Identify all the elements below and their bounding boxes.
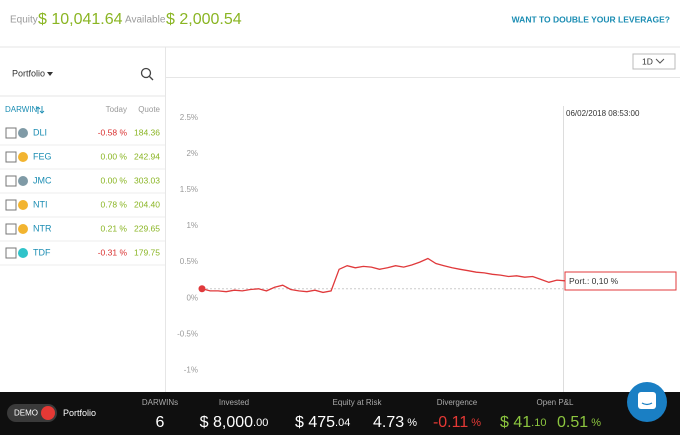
checkbox[interactable]	[5, 199, 17, 211]
checkbox[interactable]	[5, 247, 17, 259]
stat-value: 0.51 %	[557, 414, 601, 431]
y-tick-label: -0.5%	[177, 329, 198, 338]
y-tick-label: 2.5%	[180, 113, 198, 122]
darwin-name[interactable]: DLI	[33, 127, 47, 137]
stat-value: $ 41.10	[500, 414, 546, 431]
y-tick-label: 1%	[186, 221, 198, 230]
stat-main: 6	[156, 414, 165, 431]
darwin-color	[18, 224, 28, 234]
promo-link[interactable]: WANT TO DOUBLE YOUR LEVERAGE?	[512, 14, 670, 24]
equity-label: Equity	[10, 15, 38, 26]
darwin-color	[18, 248, 28, 258]
today-change: 0.00 %	[101, 151, 128, 161]
timestamp: 06/02/2018 08:53:00	[566, 109, 640, 118]
quote: 242.94	[134, 151, 160, 161]
today-change: 0.00 %	[101, 175, 128, 185]
darwin-name[interactable]: NTI	[33, 199, 48, 209]
y-tick-label: 0.5%	[180, 257, 198, 266]
darwin-color	[18, 152, 28, 162]
tooltip-box	[564, 271, 677, 291]
dropdown-arrow[interactable]	[47, 72, 53, 76]
darwin-name[interactable]: TDF	[33, 247, 51, 257]
stat-cents: .04	[335, 417, 350, 429]
stat-cents: %	[468, 417, 481, 429]
stat-value: $ 475.04	[295, 414, 350, 431]
stat-main: 0.51	[557, 414, 588, 431]
available-value: $ 2,000.54	[166, 11, 242, 28]
checkbox[interactable]	[5, 151, 17, 163]
footer	[0, 392, 680, 435]
y-tick-label: 0%	[186, 293, 198, 302]
darwin-name[interactable]: FEG	[33, 151, 52, 161]
y-tick-label: -1%	[184, 365, 198, 374]
darwin-name[interactable]: NTR	[33, 223, 52, 233]
quote: 184.36	[134, 127, 160, 137]
darwin-color	[18, 200, 28, 210]
y-tick-label: 1.5%	[180, 185, 198, 194]
stat-label: Equity at Risk	[333, 398, 383, 407]
available-label: Available	[125, 15, 166, 26]
quote: 204.40	[134, 199, 160, 209]
account-label: Portfolio	[63, 408, 96, 418]
stat-value: 6	[156, 414, 165, 431]
stat-cents: .00	[253, 417, 268, 429]
stat-label: DARWINs	[142, 398, 178, 407]
stat-main: 4.73	[373, 414, 404, 431]
column-header: Today	[106, 105, 127, 114]
series-line	[201, 257, 566, 294]
darwin-color	[18, 128, 28, 138]
portfolio-dropdown[interactable]: Portfolio	[12, 68, 45, 78]
y-tick-label: 2%	[186, 149, 198, 158]
chat-button[interactable]	[627, 382, 667, 422]
darwin-color	[18, 176, 28, 186]
search-icon[interactable]	[140, 67, 154, 81]
stat-cents: %	[404, 417, 417, 429]
column-header: Quote	[138, 105, 160, 114]
stat-value: 4.73 %	[373, 414, 417, 431]
darwin-name[interactable]: JMC	[33, 175, 52, 185]
quote: 179.75	[134, 247, 160, 257]
equity-value: $ 10,041.64	[38, 11, 123, 28]
stat-label: Invested	[219, 398, 249, 407]
tooltip-text: Port.: 0,10 %	[569, 276, 619, 286]
stat-label: Divergence	[437, 398, 478, 407]
checkbox[interactable]	[5, 175, 17, 187]
stat-cents: %	[588, 417, 601, 429]
stat-main: $ 41	[500, 414, 531, 431]
stat-main: -0.11	[433, 414, 468, 431]
stat-value: -0.11 %	[433, 414, 481, 431]
stat-main: $ 8,000	[200, 414, 253, 431]
today-change: 0.78 %	[101, 199, 128, 209]
checkbox[interactable]	[5, 223, 17, 235]
column-header[interactable]: DARWIN	[5, 105, 38, 114]
toggle-knob[interactable]	[41, 406, 55, 420]
stat-value: $ 8,000.00	[200, 414, 269, 431]
today-change: 0.21 %	[101, 223, 128, 233]
quote: 229.65	[134, 223, 160, 233]
stat-label: Open P&L	[537, 398, 574, 407]
period-chevron[interactable]	[655, 58, 665, 64]
today-change: -0.58 %	[98, 127, 128, 137]
today-change: -0.31 %	[98, 247, 128, 257]
start-dot	[198, 285, 206, 293]
period-label[interactable]: 1D	[642, 56, 653, 66]
sort-icon[interactable]	[35, 106, 45, 114]
checkbox[interactable]	[5, 127, 17, 139]
stat-main: $ 475	[295, 414, 335, 431]
demo-label[interactable]: DEMO	[14, 409, 38, 418]
quote: 303.03	[134, 175, 160, 185]
period-selector[interactable]	[632, 53, 676, 70]
stat-cents: .10	[531, 417, 546, 429]
